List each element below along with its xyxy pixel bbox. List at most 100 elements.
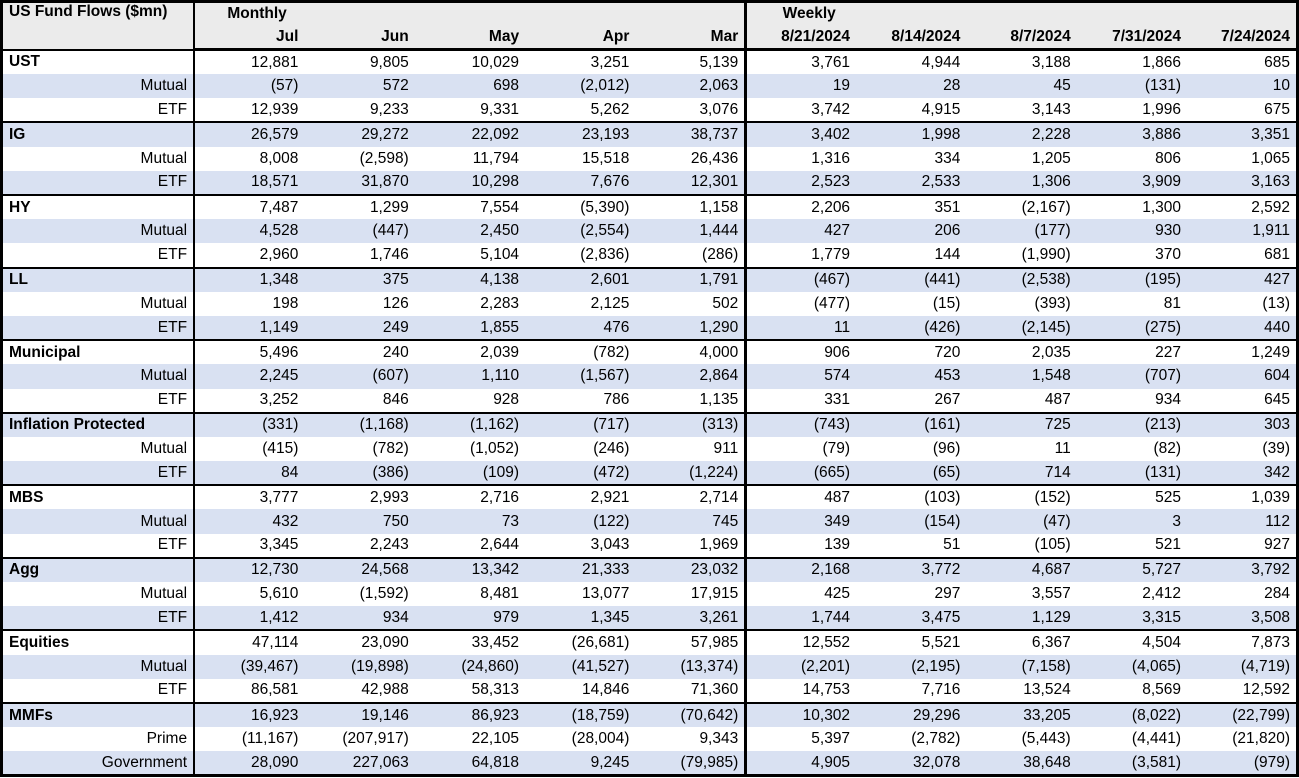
data-cell: 334 — [934, 149, 961, 167]
subcategory-label-cell: Mutual — [140, 585, 188, 603]
data-cell: 1,039 — [1187, 484, 1298, 510]
data-cell: (19,898) — [304, 654, 415, 679]
data-cell: (213) — [1076, 411, 1188, 437]
data-cell: 2,228 — [966, 121, 1077, 147]
data-cell: (22,799) — [1187, 701, 1298, 728]
data-cell: 521 — [1155, 536, 1182, 554]
data-cell: 9,245 — [525, 751, 636, 776]
data-cell: (415) — [193, 436, 305, 462]
data-cell: (2,167) — [966, 193, 1077, 220]
table-row: HY 7,487 1,299 7,554 (5,390) 1,158 2,206 351 (2,… — [1, 193, 1298, 220]
data-cell: 12,592 — [1242, 681, 1290, 699]
data-cell: 227,063 — [304, 751, 415, 776]
data-cell: 3,508 — [1187, 606, 1298, 631]
data-cell: 2,960 — [193, 243, 305, 268]
data-cell: (79) — [744, 436, 857, 462]
data-cell: 21,333 — [525, 556, 636, 582]
data-cell: 3,163 — [1187, 170, 1298, 195]
data-cell: (1,592) — [359, 585, 409, 603]
table-row: ETF 86,581 42,988 58,313 14,846 71,360 14,753 7… — [2, 678, 1298, 703]
data-cell: 9,233 — [369, 100, 409, 118]
data-cell: (15) — [932, 294, 961, 312]
data-cell: (386) — [304, 461, 415, 486]
data-cell: (5,443) — [1021, 730, 1071, 748]
data-cell: 7,554 — [414, 193, 526, 220]
data-cell: 3,909 — [1076, 170, 1188, 195]
data-cell: 71,360 — [690, 681, 739, 699]
data-cell: (177) — [966, 219, 1077, 244]
data-cell: (1,567) — [525, 364, 636, 389]
data-cell: 57,985 — [635, 629, 746, 655]
table-row: Mutual 5,610 (1,592) 8,481 13,077 17,915 425 29… — [2, 582, 1298, 607]
data-cell: (275) — [1076, 315, 1188, 341]
data-cell: 3,777 — [193, 484, 305, 510]
data-cell: 4,905 — [744, 751, 857, 776]
data-cell: 6,367 — [966, 629, 1077, 655]
data-cell: (2,012) — [525, 74, 636, 99]
subcategory-label-cell: Mutual — [1, 74, 195, 99]
table-row: LL 1,348 375 4,138 2,601 1,791 (467) (441) (2,53… — [1, 266, 1298, 292]
data-cell: (18,759) — [525, 701, 636, 728]
table-row: Government 28,090 227,063 64,818 9,245 (79,98… — [1, 751, 1298, 776]
table-row: Mutual 198 126 2,283 2,125 502 (477) (15) (393) 8… — [2, 291, 1298, 316]
data-cell: (331) — [193, 411, 305, 437]
data-cell: (2,195) — [856, 654, 967, 679]
table-row: Mutual 2,245 (607) 1,110 (1,567) 2,864 574 453 1… — [1, 364, 1298, 389]
data-cell: 1,998 — [856, 121, 967, 147]
data-cell: (607) — [304, 364, 415, 389]
category-label-cell: UST — [1, 48, 195, 75]
data-cell: (1,162) — [414, 411, 526, 437]
data-cell: 1,444 — [635, 219, 746, 244]
data-cell: 3,043 — [590, 536, 630, 554]
data-cell: 2,206 — [744, 193, 857, 220]
data-cell: 1,412 — [193, 606, 305, 631]
monthly-section-header: Monthly — [193, 1, 746, 26]
data-cell: 1,149 — [193, 315, 305, 341]
data-cell: 4,000 — [635, 339, 746, 365]
data-cell: 745 — [635, 509, 746, 534]
subcategory-label-cell: Prime — [146, 730, 188, 748]
table-row: Inflation Protected (331) (1,168) (1,162) (7… — [1, 411, 1298, 437]
data-cell: 1,249 — [1187, 339, 1298, 365]
data-cell: 487 — [1044, 391, 1071, 409]
data-cell: (79,985) — [635, 751, 746, 776]
data-cell: 3,351 — [1187, 121, 1298, 147]
subcategory-label-cell: Mutual — [140, 294, 188, 312]
data-cell: 574 — [744, 364, 857, 389]
data-cell: (131) — [1076, 74, 1188, 99]
data-cell: 934 — [1155, 391, 1182, 409]
table-row: ETF 1,149 249 1,855 476 1,290 11 (426) (2,145) (2… — [1, 315, 1298, 341]
data-cell: 32,078 — [856, 751, 967, 776]
data-cell: (313) — [635, 411, 746, 437]
data-cell: 1,866 — [1076, 48, 1188, 75]
data-cell: 86,923 — [414, 701, 526, 728]
data-cell: 2,644 — [480, 536, 520, 554]
data-cell: 4,528 — [193, 219, 305, 244]
data-cell: (393) — [1034, 294, 1071, 312]
subcategory-label-cell: ETF — [157, 536, 188, 554]
data-cell: (2,598) — [359, 149, 409, 167]
data-cell: 45 — [966, 74, 1077, 99]
table-title: US Fund Flows ($mn) — [1, 1, 195, 50]
subcategory-label-cell: ETF — [157, 681, 188, 699]
data-cell: (2,782) — [911, 730, 961, 748]
data-cell: 432 — [193, 509, 305, 534]
table-row: Agg 12,730 24,568 13,342 21,333 23,032 2,168 3,… — [1, 556, 1298, 582]
data-cell: (161) — [856, 411, 967, 437]
table-body: UST 12,881 9,805 10,029 3,251 5,139 3,761 4,944… — [1, 48, 1298, 776]
table-row: Mutual 4,528 (447) 2,450 (2,554) 1,444 427 206(… — [1, 219, 1298, 244]
data-cell: (467) — [744, 266, 857, 292]
data-cell: (4,719) — [1187, 654, 1298, 679]
data-cell: 16,923 — [193, 701, 305, 728]
month-col-header: Apr — [525, 25, 636, 52]
data-cell: 126 — [382, 294, 409, 312]
data-cell: 198 — [193, 291, 305, 316]
data-cell: 2,533 — [856, 170, 967, 195]
data-cell: 13,077 — [581, 585, 630, 603]
data-cell: 525 — [1076, 484, 1188, 510]
table-row: Mutual 8,008 (2,598) 11,794 15,518 26,436 1,31… — [2, 146, 1298, 171]
data-cell: 1,299 — [304, 193, 415, 220]
data-cell: 3,261 — [635, 606, 746, 631]
data-cell: 3,315 — [1076, 606, 1188, 631]
data-cell: (2,538) — [966, 266, 1077, 292]
